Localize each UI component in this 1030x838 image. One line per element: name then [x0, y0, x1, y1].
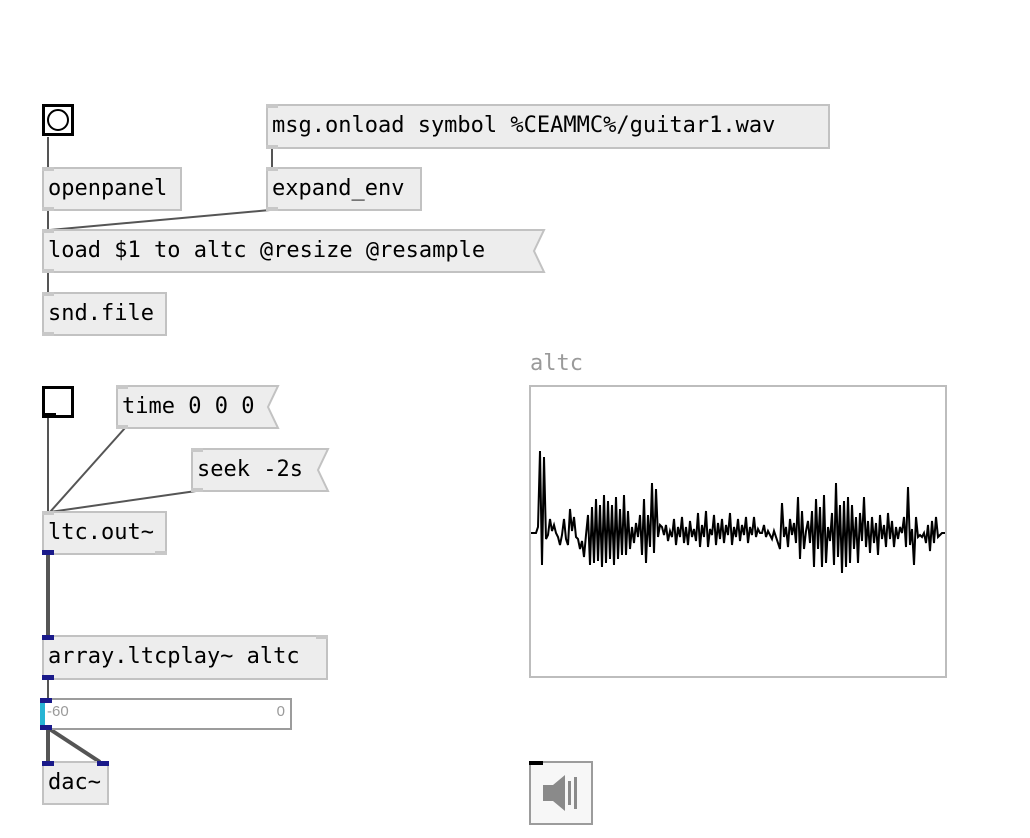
msg-onload-object[interactable]: msg.onload symbol %CEAMMC%/guitar1.wav [266, 104, 830, 149]
bang-button[interactable] [42, 104, 74, 136]
inlet[interactable] [266, 167, 278, 171]
array-ltcplay-object[interactable]: array.ltcplay~ altc [42, 635, 328, 680]
signal-outlet[interactable] [42, 550, 54, 555]
outlet[interactable] [42, 332, 54, 336]
message-flag-shape [264, 385, 280, 429]
outlet[interactable] [191, 488, 203, 492]
message-flag-shape [314, 448, 330, 492]
signal-inlet-right[interactable] [97, 761, 109, 766]
gain-slider[interactable]: -60 0 [40, 698, 292, 730]
openpanel-object[interactable]: openpanel [42, 167, 182, 211]
snd-file-object[interactable]: snd.file [42, 292, 167, 336]
seek-message-box[interactable]: seek -2s [191, 448, 330, 492]
inlet[interactable] [42, 167, 54, 171]
array-name-label: altc [530, 351, 583, 376]
outlet[interactable] [266, 145, 278, 149]
message-flag-shape [530, 229, 546, 273]
dac-label: dac~ [48, 770, 101, 795]
slider-min-label: -60 [47, 703, 69, 720]
time-message-box[interactable]: time 0 0 0 [116, 385, 280, 429]
seek-message-label: seek -2s [197, 457, 303, 482]
time-message-label: time 0 0 0 [122, 394, 255, 419]
openpanel-label: openpanel [48, 176, 168, 201]
array-display[interactable] [529, 385, 947, 678]
signal-inlet[interactable] [40, 698, 52, 703]
speaker-inlet[interactable] [529, 761, 543, 765]
outlet[interactable] [42, 207, 54, 211]
outlet[interactable] [116, 425, 128, 429]
inlet[interactable] [316, 635, 328, 639]
inlet[interactable] [42, 229, 54, 233]
waveform-line [531, 450, 945, 574]
toggle-icon [42, 413, 56, 418]
ltc-out-object[interactable]: ltc.out~ [42, 511, 167, 555]
expand-env-object[interactable]: expand_env [266, 167, 422, 211]
outlet[interactable] [155, 551, 167, 555]
array-ltcplay-label: array.ltcplay~ altc [48, 644, 300, 669]
slider-max-label: 0 [276, 703, 285, 720]
inlet[interactable] [42, 292, 54, 296]
wire-expandenv-load [49, 209, 271, 231]
signal-inlet[interactable] [42, 635, 54, 640]
bang-circle-icon [47, 109, 69, 131]
waveform-plot [531, 450, 945, 574]
signal-outlet[interactable] [42, 675, 54, 680]
snd-file-label: snd.file [48, 301, 154, 326]
dac-object[interactable]: dac~ [42, 761, 109, 805]
toggle-button[interactable] [42, 386, 74, 418]
load-message-label: load $1 to altc @resize @resample [48, 238, 486, 263]
ltc-out-label: ltc.out~ [48, 520, 154, 545]
signal-inlet-left[interactable] [42, 761, 54, 766]
speaker-icon [543, 775, 577, 811]
inlet[interactable] [116, 385, 128, 389]
expand-env-label: expand_env [272, 176, 405, 201]
slider-knob[interactable] [40, 698, 45, 730]
inlet[interactable] [266, 104, 278, 108]
inlet[interactable] [191, 448, 203, 452]
signal-outlet[interactable] [40, 725, 52, 730]
inlet[interactable] [42, 511, 54, 515]
wire-seek-ltcout [49, 490, 197, 513]
msg-onload-label: msg.onload symbol %CEAMMC%/guitar1.wav [272, 113, 776, 138]
outlet[interactable] [266, 207, 278, 211]
load-message-box[interactable]: load $1 to altc @resize @resample [42, 229, 546, 273]
dsp-speaker-button[interactable] [529, 761, 593, 825]
outlet[interactable] [42, 269, 54, 273]
wire-time-ltcout [49, 427, 126, 513]
wire-slider-dac-right [46, 726, 102, 764]
